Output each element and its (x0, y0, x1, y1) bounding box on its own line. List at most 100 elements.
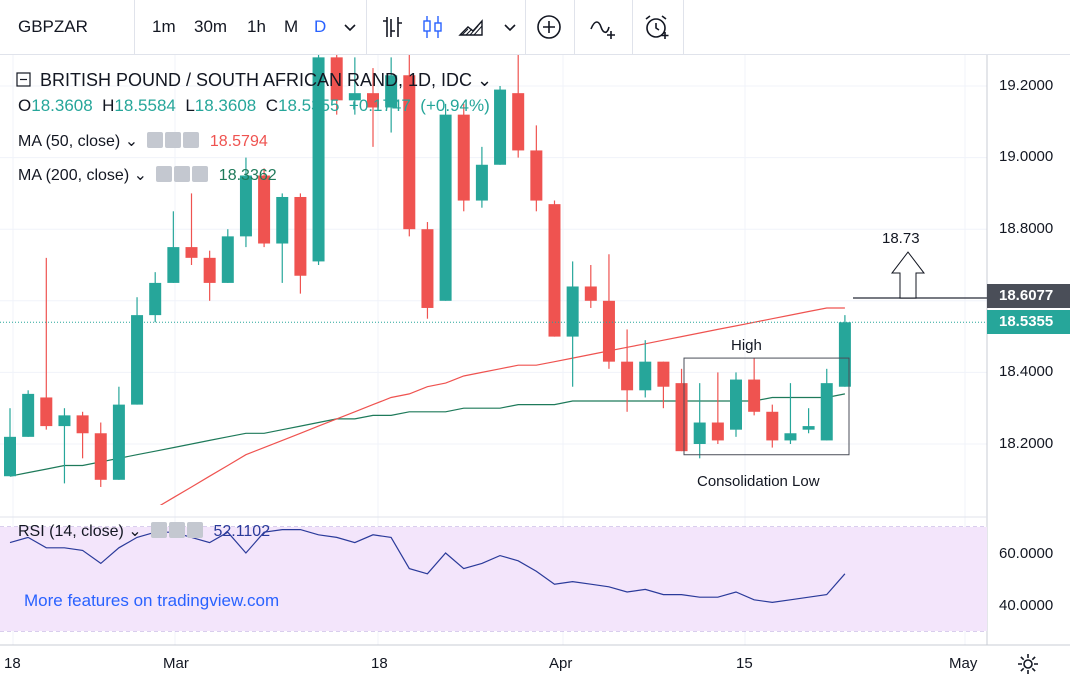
indicators-icon[interactable] (589, 13, 617, 41)
settings-icon[interactable] (165, 132, 182, 148)
consolidation-box (683, 357, 850, 456)
candle-body (530, 150, 543, 201)
candle (131, 297, 144, 405)
price-axis-label: 18.2000 (999, 435, 1054, 452)
rsi-band (0, 527, 987, 631)
alert-icon[interactable] (643, 13, 671, 41)
legend-title: BRITISH POUND / SOUTH AFRICAN RAND, 1D, … (16, 70, 492, 91)
candle-body (348, 93, 361, 101)
candle (22, 390, 35, 437)
visibility-icon[interactable] (147, 132, 164, 148)
candle (602, 254, 615, 369)
time-axis-label: Mar (163, 655, 189, 672)
candle (457, 103, 470, 212)
chevron-down-icon[interactable]: ⌄ (129, 167, 152, 184)
candle (621, 329, 634, 412)
chevron-down-icon[interactable]: ⌄ (123, 523, 147, 540)
ma200-value: 18.3362 (218, 167, 277, 184)
visibility-icon[interactable] (150, 522, 167, 538)
candle (730, 372, 742, 437)
toolbar-divider (525, 0, 526, 55)
chevron-down-icon[interactable] (336, 13, 364, 41)
interval-1h[interactable]: 1h (247, 17, 266, 36)
candle-body (276, 196, 289, 244)
symbol-search[interactable]: GBPZAR (18, 17, 88, 36)
remove-icon[interactable] (183, 132, 200, 148)
bar-style-icon[interactable] (378, 13, 406, 41)
time-axis-label: 18 (371, 655, 388, 672)
candle (566, 261, 579, 387)
interval-1m[interactable]: 1m (152, 17, 176, 36)
candle-body (602, 300, 615, 362)
candles-icon[interactable] (418, 13, 446, 41)
rsi-label: RSI (14, close) (18, 523, 124, 540)
low-label: L (185, 96, 195, 115)
interval-monthly[interactable]: M (284, 17, 299, 36)
interval-30m[interactable]: 30m (194, 17, 228, 36)
candle (167, 211, 180, 283)
candle (802, 408, 815, 434)
high-value: 18.5584 (114, 96, 176, 115)
candle-body (711, 422, 724, 441)
area-icon[interactable] (458, 13, 486, 41)
candle-body (693, 422, 706, 444)
promo-link[interactable]: More features on tradingview.com (24, 591, 280, 610)
rsi-axis-label: 60.0000 (999, 545, 1054, 562)
remove-icon[interactable] (191, 166, 208, 182)
candle-body (330, 57, 343, 101)
candle (675, 368, 688, 452)
candle (403, 55, 416, 237)
symbol-description: BRITISH POUND / SOUTH AFRICAN RAND, 1D, … (40, 70, 473, 90)
open-value: 18.3608 (31, 96, 93, 115)
candle (530, 125, 543, 212)
candle (40, 257, 53, 430)
target-label: 18.73 (882, 230, 920, 247)
price-axis-label: 19.2000 (999, 77, 1054, 94)
settings-icon[interactable] (173, 166, 190, 182)
candle (239, 157, 252, 248)
candle-body (94, 433, 107, 480)
candle-body (131, 315, 144, 405)
chevron-down-icon[interactable]: ⌄ (472, 70, 493, 90)
gear-icon[interactable] (1016, 652, 1040, 676)
ma200-label: MA (200, close) (18, 167, 130, 184)
toolbar-divider (134, 0, 135, 55)
last-price-tag: 18.5355 (987, 310, 1070, 334)
toolbar-divider (366, 0, 367, 55)
add-compare-icon[interactable] (535, 13, 563, 41)
candle (748, 358, 761, 416)
chevron-down-icon[interactable]: ⌄ (120, 133, 143, 150)
ma200-legend: MA (200, close) ⌄ 18.3362 (18, 165, 277, 185)
candle (838, 315, 851, 387)
candle (58, 408, 71, 484)
candle (276, 193, 289, 283)
collapse-legend-icon[interactable] (16, 72, 32, 88)
top-toolbar: GBPZAR 1m 30m 1h M D (0, 0, 1070, 55)
candle-body (149, 282, 162, 316)
candle-body (675, 383, 688, 452)
consolidation-low-label: Consolidation Low (697, 473, 820, 490)
candle-body (294, 196, 307, 276)
rsi-axis-label: 40.0000 (999, 597, 1054, 614)
candle-body (820, 383, 833, 441)
chevron-down-icon[interactable] (496, 13, 524, 41)
candle (330, 55, 343, 115)
candle-body (421, 229, 434, 308)
candle-body (112, 404, 125, 480)
interval-daily[interactable]: D (314, 17, 327, 36)
candle-body (258, 175, 271, 244)
ohlc-values: O18.3608 H18.5584 L18.3608 C18.5355 +0.1… (18, 96, 490, 116)
candle (494, 86, 507, 165)
candle-body (312, 57, 325, 262)
candle (258, 168, 271, 248)
candle (475, 146, 488, 208)
time-axis-label: May (949, 655, 978, 672)
candle-body (512, 93, 525, 151)
visibility-icon[interactable] (155, 166, 172, 182)
candle-body (167, 247, 180, 283)
remove-icon[interactable] (186, 522, 203, 538)
candle (367, 68, 379, 147)
price-chart[interactable] (0, 55, 1070, 687)
settings-icon[interactable] (168, 522, 185, 538)
consolidation-high-label: High (731, 337, 762, 354)
